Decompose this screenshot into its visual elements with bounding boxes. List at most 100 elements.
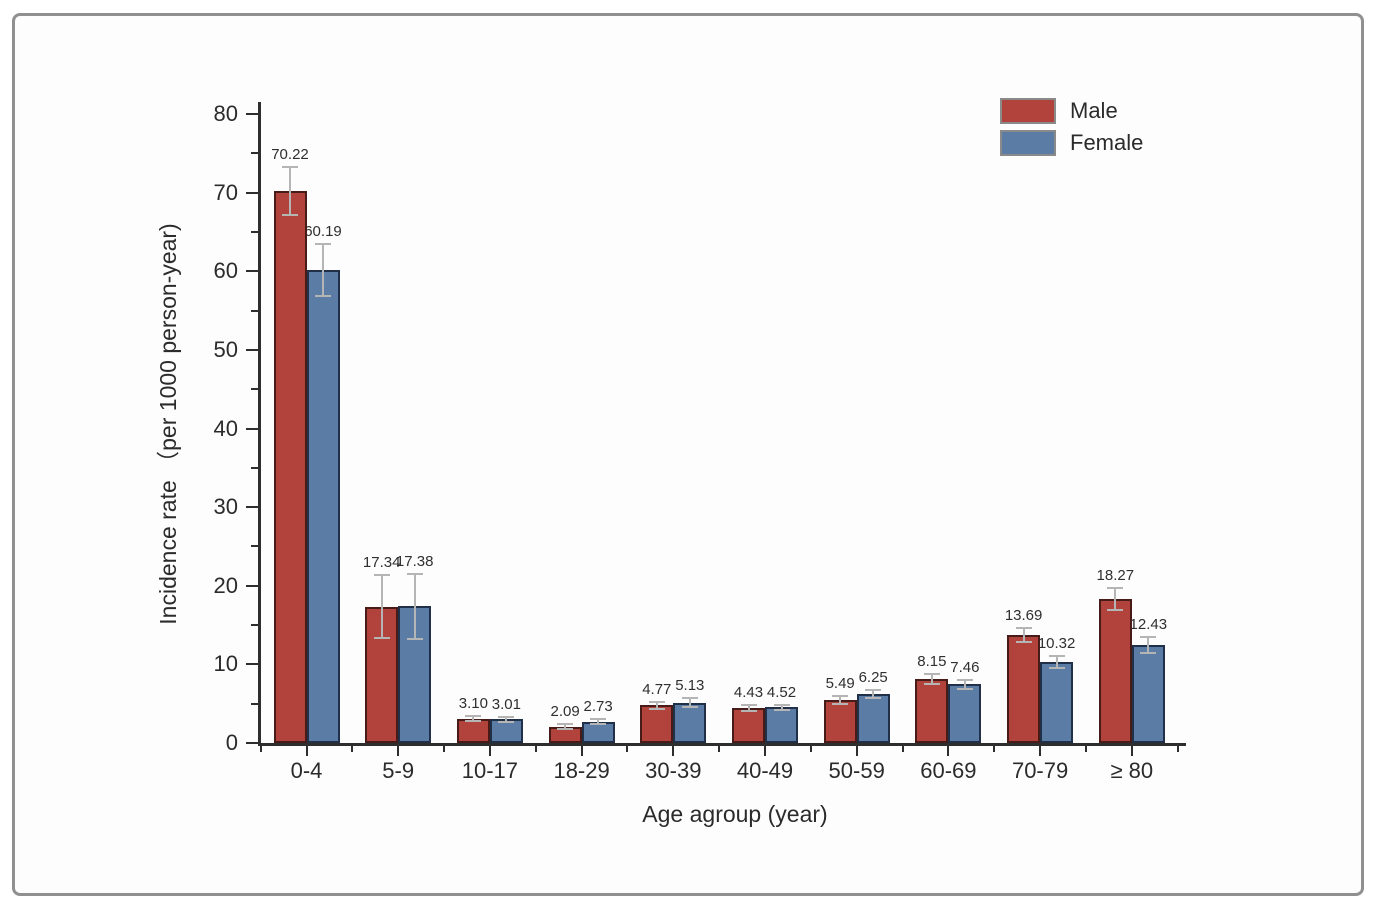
error-cap-bottom-female-10-17: [498, 720, 515, 723]
error-cap-top-female-10-17: [498, 715, 515, 718]
x-tick-30-39: [672, 746, 675, 756]
value-label-female-30-39: 5.13: [675, 677, 705, 695]
bar-female-30-39: [673, 702, 707, 743]
x-minor-tick-3: [534, 746, 537, 752]
x-tick-label-0-4: 0-4: [290, 758, 323, 783]
y-tick-50: [246, 348, 258, 351]
bar-male-60-69: [915, 678, 949, 743]
y-tick-label-80: 80: [213, 101, 238, 126]
bar-female-70-79: [1040, 661, 1074, 743]
error-line-female-30-39: [688, 698, 691, 707]
x-tick-label-30-39: 30-39: [645, 758, 702, 783]
bar-female-40-49: [765, 707, 798, 743]
error-cap-bottom-female-60-69: [956, 688, 973, 691]
value-label-female-50-59: 6.25: [858, 668, 888, 686]
x-minor-tick-7: [901, 746, 904, 752]
error-cap-top-female-50-59: [865, 688, 882, 691]
x-tick-18-29: [580, 746, 583, 756]
y-tick-30: [246, 506, 258, 509]
x-minor-tick-6: [809, 746, 812, 752]
error-cap-top-male-≥ 80: [1107, 587, 1124, 590]
error-line-male-40-49: [747, 705, 750, 711]
x-tick-70-79: [1039, 746, 1042, 756]
x-minor-tick-9: [1084, 746, 1087, 752]
y-tick-label-70: 70: [213, 179, 238, 205]
x-axis-title: Age agroup (year): [642, 801, 828, 827]
error-cap-bottom-male-18-29: [557, 727, 574, 730]
value-label-female-10-17: 3.01: [491, 695, 521, 713]
error-line-female-5-9: [413, 574, 416, 639]
bar-male-40-49: [732, 708, 765, 743]
y-tick-label-0: 0: [225, 730, 238, 755]
error-line-female-≥ 80: [1147, 637, 1150, 654]
value-label-male-40-49: 4.43: [733, 684, 764, 702]
error-cap-top-female-40-49: [773, 703, 790, 706]
legend-item-male: Male: [1000, 97, 1143, 125]
y-minor-tick-75: [251, 152, 258, 155]
y-minor-tick-35: [251, 466, 258, 469]
y-tick-label-40: 40: [213, 415, 238, 441]
bar-male-50-59: [823, 699, 857, 743]
error-cap-bottom-female-40-49: [773, 709, 790, 712]
error-line-male-30-39: [655, 701, 658, 710]
y-tick-0: [246, 742, 258, 744]
y-tick-20: [246, 584, 258, 587]
y-tick-label-50: 50: [213, 336, 238, 362]
legend-swatch-female: [1000, 130, 1056, 156]
x-tick-40-49: [764, 746, 766, 756]
error-cap-top-female-18-29: [590, 717, 607, 720]
y-tick-label-20: 20: [213, 572, 238, 598]
x-tick-label-18-29: 18-29: [553, 758, 610, 783]
y-tick-label-30: 30: [213, 494, 238, 520]
y-tick-label-60: 60: [213, 258, 238, 284]
x-minor-tick-1: [351, 746, 354, 752]
error-line-female-40-49: [780, 704, 783, 711]
y-tick-80: [246, 113, 258, 115]
error-cap-bottom-female-30-39: [681, 705, 698, 708]
error-cap-top-female-60-69: [956, 678, 973, 681]
x-tick-≥ 80: [1130, 746, 1133, 756]
x-minor-tick-5: [718, 746, 721, 752]
error-cap-bottom-male-10-17: [465, 720, 482, 723]
error-cap-bottom-female-70-79: [1048, 667, 1065, 670]
x-tick-0-4: [305, 746, 308, 756]
x-minor-tick-8: [993, 746, 996, 752]
error-cap-top-male-40-49: [740, 704, 757, 707]
y-minor-tick-65: [251, 230, 258, 233]
y-minor-tick-55: [251, 309, 258, 312]
value-label-female-0-4: 60.19: [304, 222, 342, 240]
error-cap-bottom-female-18-29: [590, 723, 607, 726]
error-line-female-60-69: [963, 679, 966, 690]
bar-male-70-79: [1007, 635, 1041, 743]
error-cap-bottom-male-70-79: [1015, 641, 1032, 644]
legend-swatch-male: [1000, 98, 1056, 124]
error-line-female-50-59: [872, 689, 875, 699]
value-label-male-50-59: 5.49: [825, 674, 855, 692]
y-minor-tick-5: [251, 702, 258, 705]
bar-female-50-59: [856, 693, 890, 743]
value-label-female-5-9: 17.38: [395, 553, 434, 571]
error-cap-bottom-male-40-49: [740, 709, 757, 712]
error-cap-top-male-30-39: [648, 700, 665, 703]
error-cap-bottom-male-50-59: [832, 702, 849, 705]
error-cap-bottom-male-60-69: [923, 682, 940, 685]
x-tick-label-50-59: 50-59: [828, 758, 885, 783]
value-label-male-30-39: 4.77: [642, 680, 672, 698]
error-cap-top-female-0-4: [315, 242, 331, 245]
bar-female-0-4: [306, 269, 340, 743]
y-tick-label-10: 10: [213, 651, 238, 677]
value-label-female-18-29: 2.73: [583, 697, 613, 715]
bar-male-≥ 80: [1098, 599, 1132, 743]
x-minor-tick-0: [259, 746, 262, 752]
error-line-male-5-9: [380, 575, 383, 639]
error-cap-top-male-5-9: [373, 574, 390, 577]
error-line-male-50-59: [839, 695, 842, 704]
x-tick-label-10-17: 10-17: [461, 758, 519, 783]
bar-male-30-39: [640, 705, 674, 743]
error-cap-top-female-70-79: [1048, 654, 1065, 657]
error-line-female-10-17: [505, 716, 508, 722]
x-axis-line: [258, 743, 1186, 746]
y-tick-70: [246, 191, 258, 194]
x-minor-tick-4: [626, 746, 629, 752]
